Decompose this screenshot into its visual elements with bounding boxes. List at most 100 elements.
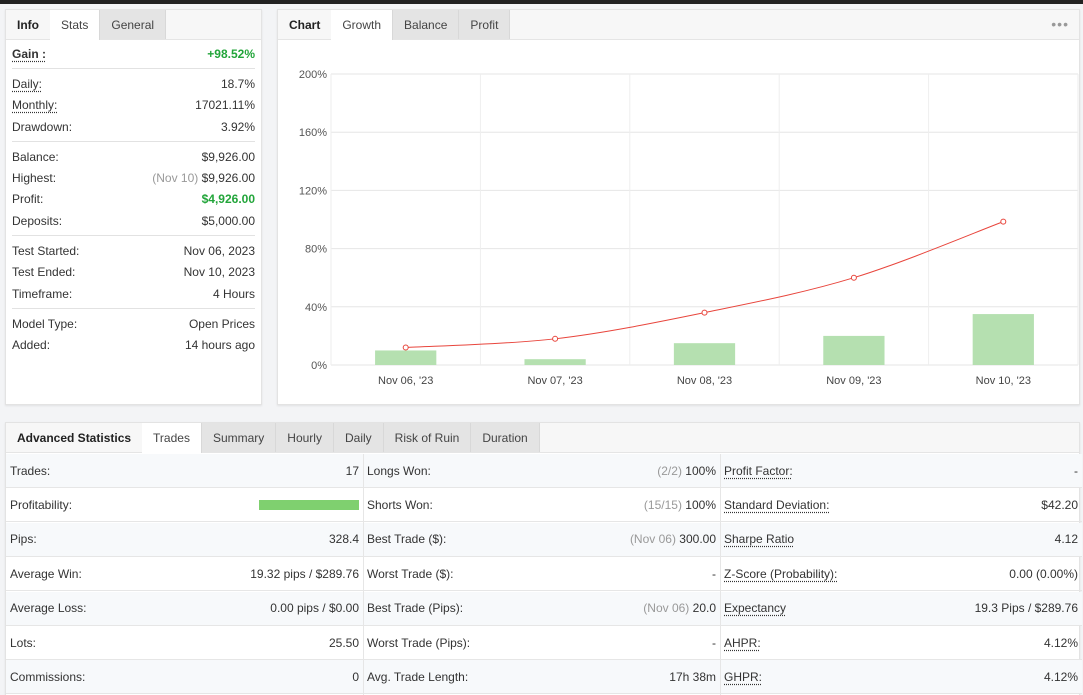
- stat-cell: Expectancy 19.3 Pips / $289.76: [720, 592, 1082, 625]
- stat-label: Trades:: [10, 464, 50, 478]
- stats-row: Profitability: Shorts Won: (15/15) 100% Sta…: [6, 488, 1082, 522]
- stat-label: Commissions:: [10, 670, 85, 684]
- stat-value: 19.32 pips / $289.76: [250, 567, 359, 581]
- stat-label[interactable]: AHPR:: [724, 636, 761, 650]
- info-label[interactable]: Daily:: [12, 77, 42, 91]
- stats-row: Average Loss: 0.00 pips / $0.00 Best Trade…: [6, 592, 1082, 626]
- stat-value-text: 328.4: [329, 532, 359, 546]
- stat-value-text: -: [712, 567, 716, 581]
- stat-label[interactable]: Z-Score (Probability):: [724, 567, 837, 581]
- x-tick-label: Nov 08, '23: [677, 375, 732, 387]
- profitability-bar: [259, 500, 359, 510]
- stat-label: Average Win:: [10, 567, 82, 581]
- stat-value: -: [712, 636, 716, 650]
- tab-trades[interactable]: Trades: [142, 423, 202, 453]
- info-value: $5,000.00: [202, 214, 255, 228]
- y-tick-label: 120%: [299, 185, 327, 197]
- info-value: Nov 10, 2023: [184, 265, 255, 279]
- stat-value: 19.3 Pips / $289.76: [975, 601, 1078, 615]
- info-label: Deposits:: [12, 214, 62, 228]
- stat-value: 17h 38m: [669, 670, 716, 684]
- y-tick-label: 40%: [305, 302, 327, 314]
- stat-value-text: 100%: [685, 464, 716, 478]
- tab-info[interactable]: Info: [6, 10, 50, 39]
- info-label[interactable]: Monthly:: [12, 98, 57, 112]
- tab-balance[interactable]: Balance: [393, 10, 459, 39]
- stat-value: 4.12%: [1044, 636, 1078, 650]
- info-value: 17021.11%: [195, 98, 255, 112]
- tab-general[interactable]: General: [100, 10, 166, 39]
- growth-point: [702, 310, 707, 315]
- more-horizontal-icon[interactable]: •••: [1051, 16, 1069, 32]
- stat-value: 4.12: [1055, 532, 1078, 546]
- tab-advanced-statistics[interactable]: Advanced Statistics: [6, 423, 142, 452]
- y-tick-label: 200%: [299, 69, 327, 81]
- stat-label[interactable]: Profit Factor:: [724, 464, 793, 478]
- info-label: Profit:: [12, 192, 43, 206]
- stat-note: (Nov 06): [643, 601, 689, 615]
- tab-summary[interactable]: Summary: [202, 423, 276, 452]
- stat-value: 328.4: [329, 532, 359, 546]
- gain-label[interactable]: Gain :: [12, 47, 46, 61]
- stat-cell: Z-Score (Probability): 0.00 (0.00%): [720, 557, 1082, 590]
- stats-row: Average Win: 19.32 pips / $289.76 Worst Tr…: [6, 557, 1082, 591]
- info-label: Drawdown:: [12, 120, 72, 134]
- growth-point: [403, 345, 408, 350]
- gain-row: Gain : +98.52%: [12, 43, 255, 64]
- stat-value-text: 4.12%: [1044, 670, 1078, 684]
- stat-value-text: 25.50: [329, 636, 359, 650]
- info-row: Highest: (Nov 10) $9,926.00: [12, 167, 255, 188]
- info-label: Balance:: [12, 150, 59, 164]
- stat-cell: Profit Factor: -: [720, 454, 1082, 487]
- x-tick-label: Nov 06, '23: [378, 375, 433, 387]
- x-tick-label: Nov 10, '23: [976, 375, 1031, 387]
- tab-profit[interactable]: Profit: [459, 10, 510, 39]
- tab-duration[interactable]: Duration: [471, 423, 539, 452]
- bar: [674, 343, 735, 365]
- stat-value: 0.00 (0.00%): [1009, 567, 1078, 581]
- stat-cell: Trades: 17: [6, 454, 363, 487]
- stat-label: Shorts Won:: [367, 498, 433, 512]
- stat-label: Average Loss:: [10, 601, 87, 615]
- stat-label[interactable]: Sharpe Ratio: [724, 532, 794, 546]
- info-value: Open Prices: [189, 317, 255, 331]
- stat-cell: GHPR: 4.12%: [720, 660, 1082, 693]
- stat-cell: Average Win: 19.32 pips / $289.76: [6, 557, 363, 590]
- stat-cell: Standard Deviation: $42.20: [720, 488, 1082, 521]
- stat-value-text: 300.00: [679, 532, 716, 546]
- stat-label[interactable]: GHPR:: [724, 670, 762, 684]
- stats-row: Commissions: 0 Avg. Trade Length: 17h 38m GH…: [6, 660, 1082, 694]
- tab-growth[interactable]: Growth: [331, 10, 393, 40]
- stat-value: 25.50: [329, 636, 359, 650]
- growth-point: [553, 336, 558, 341]
- stat-value-text: $42.20: [1041, 498, 1078, 512]
- tab-risk-of-ruin[interactable]: Risk of Ruin: [384, 423, 472, 452]
- stat-label[interactable]: Expectancy: [724, 601, 786, 615]
- y-tick-label: 80%: [305, 244, 327, 256]
- growth-point: [851, 275, 856, 280]
- growth-point: [1001, 219, 1006, 224]
- info-row: Balance: $9,926.00: [12, 146, 255, 167]
- stat-cell: Best Trade ($): (Nov 06) 300.00: [363, 523, 720, 556]
- tab-stats[interactable]: Stats: [50, 10, 100, 40]
- tab-daily[interactable]: Daily: [334, 423, 384, 452]
- stat-label: Pips:: [10, 532, 37, 546]
- info-tabs: Info Stats General: [6, 10, 261, 40]
- tab-chart[interactable]: Chart: [278, 10, 331, 39]
- stat-value: 17: [346, 464, 359, 478]
- stat-label: Best Trade ($):: [367, 532, 446, 546]
- stat-cell: Longs Won: (2/2) 100%: [363, 454, 720, 487]
- stat-note: (Nov 06): [630, 532, 676, 546]
- tab-hourly[interactable]: Hourly: [276, 423, 334, 452]
- stat-value-text: 19.3 Pips / $289.76: [975, 601, 1078, 615]
- info-panel: Info Stats General Gain : +98.52% Daily:…: [5, 9, 262, 405]
- y-tick-label: 0%: [311, 360, 327, 372]
- info-row: Daily: 18.7%: [12, 73, 255, 94]
- stat-value-text: -: [1074, 464, 1078, 478]
- info-value: 18.7%: [221, 77, 255, 91]
- stat-value-text: 100%: [685, 498, 716, 512]
- stat-label[interactable]: Standard Deviation:: [724, 498, 829, 512]
- stat-cell: Worst Trade ($): -: [363, 557, 720, 590]
- info-value: 14 hours ago: [185, 338, 255, 352]
- stat-value-text: -: [712, 636, 716, 650]
